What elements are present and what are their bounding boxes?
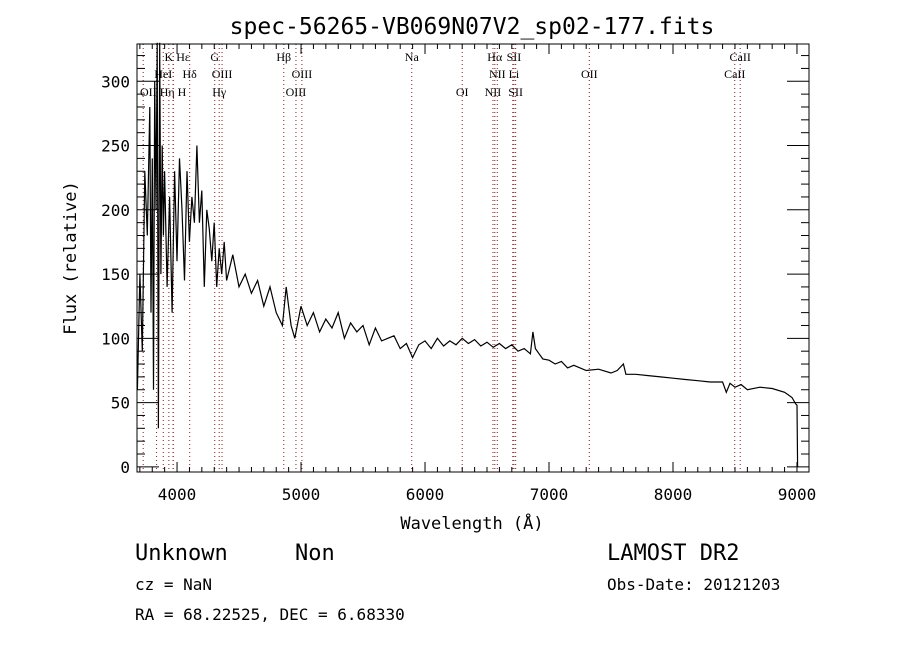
- x-tick-label: 7000: [530, 485, 569, 504]
- marker-label: K: [165, 50, 174, 64]
- x-tick-label: 8000: [654, 485, 693, 504]
- marker-label: SII: [508, 85, 523, 99]
- marker-label: OIII: [212, 67, 233, 81]
- marker-label: OIII: [286, 85, 307, 99]
- marker-label: Li: [509, 67, 520, 81]
- y-tick-label: 200: [101, 201, 130, 220]
- x-tick-label: 4000: [158, 485, 197, 504]
- series-group: [136, 42, 799, 467]
- object-class: Unknown: [135, 541, 228, 566]
- y-tick-label: 0: [120, 458, 130, 477]
- marker-label: H: [178, 85, 187, 99]
- y-tick-label: 150: [101, 265, 130, 284]
- y-tick-label: 50: [111, 394, 130, 413]
- marker-label: Hε: [176, 50, 190, 64]
- ra-dec: RA = 68.22525, DEC = 6.68330: [135, 605, 405, 624]
- marker-label: HeI: [154, 67, 172, 81]
- y-tick-label: 100: [101, 329, 130, 348]
- marker-label: Hη: [160, 85, 175, 99]
- x-tick-label: 9000: [778, 485, 817, 504]
- marker-label: CaII: [724, 67, 745, 81]
- marker-label: SII: [507, 50, 522, 64]
- marker-label: Hδ: [183, 67, 198, 81]
- marker-label: NII: [485, 85, 502, 99]
- marker-label: CaII: [730, 50, 751, 64]
- y-tick-label: 300: [101, 72, 130, 91]
- marker-label: Hβ: [276, 50, 291, 64]
- marker-label: OI: [456, 85, 469, 99]
- object-subclass: Non: [295, 541, 335, 566]
- chart-title: spec-56265-VB069N07V2_sp02-177.fits: [230, 14, 715, 40]
- marker-label: OII: [581, 67, 598, 81]
- axis-ticks: 4000 5000 6000 7000 8000 9000 0 50 100 150 200 250 3…: [101, 44, 816, 504]
- marker-label: Hγ: [212, 85, 227, 99]
- plot-frame: [136, 43, 810, 473]
- series-line-spectrum: [136, 42, 799, 467]
- marker-label: OII: [140, 85, 157, 99]
- redshift-cz: cz = NaN: [135, 575, 212, 594]
- marker-label: Na: [405, 50, 420, 64]
- marker-label: G: [210, 50, 219, 64]
- y-tick-label: 250: [101, 137, 130, 156]
- obs-date: Obs-Date: 20121203: [607, 575, 780, 594]
- marker-label: NII: [489, 67, 506, 81]
- x-tick-label: 6000: [406, 485, 445, 504]
- x-tick-label: 5000: [282, 485, 321, 504]
- y-axis-label: Flux (relative): [61, 181, 81, 335]
- survey-name: LAMOST DR2: [607, 541, 739, 566]
- marker-label: Hα: [487, 50, 503, 64]
- marker-label: OIII: [292, 67, 313, 81]
- x-axis-label: Wavelength (Å): [400, 512, 543, 534]
